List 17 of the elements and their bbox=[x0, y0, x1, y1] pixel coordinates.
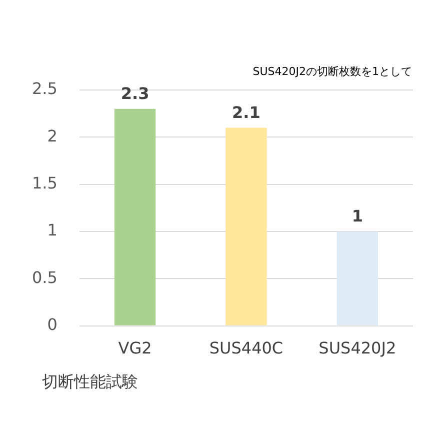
bar bbox=[226, 128, 267, 326]
text: SUS420J2の切断枚数を1として bbox=[252, 64, 412, 79]
bar bbox=[114, 108, 156, 326]
x-tick-label: SUS420J2 bbox=[318, 338, 396, 358]
data-label: 2.3 bbox=[120, 84, 150, 104]
y-tick-label: 2.5 bbox=[32, 79, 58, 98]
bar bbox=[336, 231, 378, 326]
x-tick-label: VG2 bbox=[118, 338, 152, 358]
y-tick-label: 0 bbox=[47, 314, 58, 334]
x-tick-label: SUS440C bbox=[209, 338, 284, 358]
data-label: 2.1 bbox=[232, 102, 260, 122]
x-axis-title: 切断性能試験 bbox=[42, 372, 138, 393]
y-tick-label: 1 bbox=[47, 220, 58, 240]
y-tick-label: 1.5 bbox=[32, 173, 58, 192]
y-tick-label: 2 bbox=[47, 126, 58, 146]
data-label: 1 bbox=[352, 206, 363, 226]
y-tick-label: 0.5 bbox=[32, 268, 58, 287]
